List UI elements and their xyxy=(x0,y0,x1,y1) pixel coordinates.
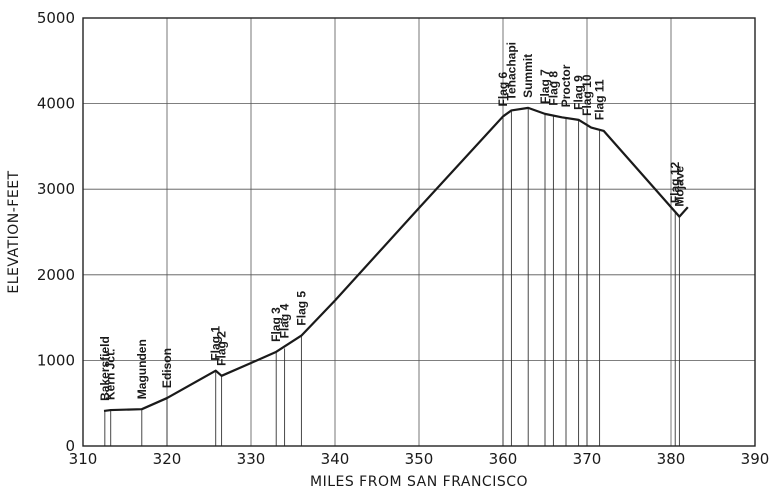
plot-border xyxy=(82,17,756,447)
y-tick-label: 1000 xyxy=(37,351,75,369)
x-tick-label: 380 xyxy=(657,450,686,468)
station-label: Flag 11 xyxy=(593,79,607,120)
station-label: Bakersfield xyxy=(98,336,112,401)
y-axis-title: ELEVATION-FEET xyxy=(6,170,22,293)
station-label: Flag 4 xyxy=(278,303,292,338)
x-tick-label: 310 xyxy=(69,450,98,468)
station-label: Kern Jct. xyxy=(104,349,118,400)
station-label: Flag 3 xyxy=(269,307,283,342)
y-tick-label: 2000 xyxy=(37,266,75,284)
x-tick-label: 370 xyxy=(573,450,602,468)
tick-labels: 310 320 330 340 350 360 370 380 390 0 1000 2000 3000… xyxy=(37,9,770,468)
station-label: Proctor xyxy=(559,64,573,107)
station-label: Flag 9 xyxy=(572,75,586,110)
station-label: Tehachapi xyxy=(504,42,518,100)
y-tick-label: 3000 xyxy=(37,180,75,198)
station-label: Flag 5 xyxy=(294,291,308,326)
x-tick-label: 360 xyxy=(489,450,518,468)
y-tick-label: 0 xyxy=(65,437,75,455)
station-label: Flag 8 xyxy=(546,71,560,106)
station-label: Mojave xyxy=(672,166,686,207)
elevation-line xyxy=(103,106,689,412)
station-markers xyxy=(104,107,680,446)
station-label: Flag 7 xyxy=(538,69,552,104)
x-tick-label: 340 xyxy=(321,450,350,468)
station-label: Flag 1 xyxy=(209,326,223,361)
station-label: Flag 12 xyxy=(668,161,682,203)
grid xyxy=(83,18,755,446)
x-tick-label: 390 xyxy=(741,450,770,468)
x-tick-label: 330 xyxy=(237,450,266,468)
y-tick-label: 5000 xyxy=(37,9,75,27)
elevation-series xyxy=(103,106,689,412)
x-axis-title: MILES FROM SAN FRANCISCO xyxy=(310,474,528,490)
station-label: Edison xyxy=(160,348,174,388)
station-label: Summit xyxy=(521,54,535,98)
x-tick-label: 320 xyxy=(153,450,182,468)
station-label: Flag 6 xyxy=(496,71,510,106)
plot-frame xyxy=(82,17,756,447)
station-label: Flag 10 xyxy=(580,74,594,116)
x-tick-label: 350 xyxy=(405,450,434,468)
station-label: Flag 2 xyxy=(215,331,229,366)
y-tick-label: 4000 xyxy=(37,95,75,113)
station-label: Magunden xyxy=(135,339,149,399)
